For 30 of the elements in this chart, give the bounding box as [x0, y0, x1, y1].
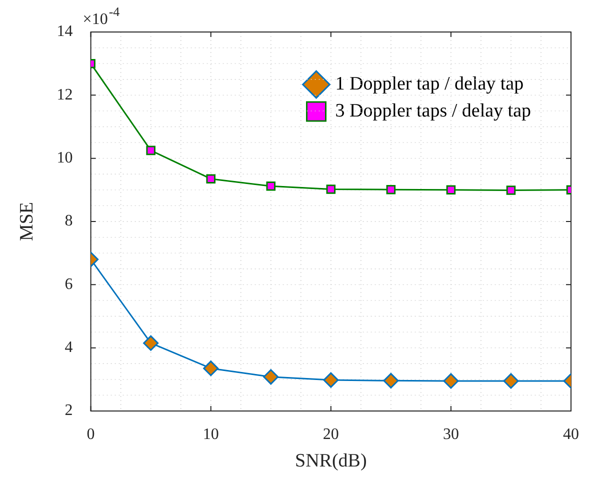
point: [446, 185, 456, 195]
point: [506, 186, 516, 195]
point: [146, 146, 156, 156]
legend-label: 1 Doppler tap / delay tap: [335, 73, 524, 94]
x-tick-label: 10: [202, 426, 219, 443]
y-axis-title: MSE: [16, 202, 38, 242]
point: [503, 373, 519, 389]
x-axis-title: SNR(dB): [295, 450, 367, 472]
point: [326, 184, 336, 194]
x-tick-label: 20: [322, 426, 339, 443]
point: [386, 184, 396, 194]
point: [203, 360, 219, 376]
point: [383, 372, 399, 388]
y-tick-label: 10: [56, 150, 73, 167]
y-tick-label: 2: [64, 402, 73, 420]
point: [443, 373, 459, 389]
y-tick-label: 12: [56, 86, 73, 104]
point: [323, 372, 339, 388]
point: [263, 369, 279, 385]
x-tick-label: 40: [563, 426, 579, 443]
y-tick-label: 6: [64, 276, 73, 293]
x-tick-label: 30: [442, 426, 459, 443]
point: [266, 181, 276, 191]
point: [143, 335, 159, 351]
y-tick-label: 8: [64, 212, 73, 230]
x-tick-label: 0: [86, 426, 95, 443]
point: [206, 174, 216, 184]
legend-label: 3 Doppler taps / delay tap: [335, 100, 532, 122]
y-tick-label: 4: [64, 339, 73, 356]
y-tick-label: 14: [56, 23, 73, 40]
